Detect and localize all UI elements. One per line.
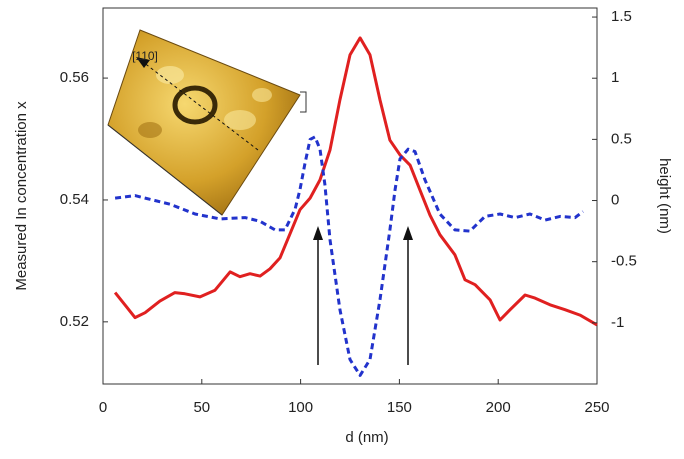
y2-tick-label: 0.5 [611, 130, 632, 147]
x-tick-label: 0 [99, 399, 107, 416]
y2-tick-label: 1.5 [611, 8, 632, 25]
x-tick-label: 200 [486, 399, 511, 416]
arrowhead [403, 226, 413, 240]
y-tick-label: 0.56 [60, 69, 89, 86]
page: d (nm) Measured In concentration x heigh… [0, 0, 684, 459]
x-axis-label: d (nm) [345, 429, 388, 446]
y2-tick-label: 1 [611, 69, 619, 86]
x-tick-label: 100 [288, 399, 313, 416]
arrowhead [313, 226, 323, 240]
y2-tick-label: -1 [611, 314, 624, 331]
y2-tick-label: -0.5 [611, 253, 637, 270]
arrows [313, 226, 413, 365]
y-tick-label: 0.52 [60, 313, 89, 330]
y-axis-label: Measured In concentration x [13, 101, 30, 291]
direction-label: [110] [132, 49, 158, 63]
y2-tick-label: 0 [611, 191, 619, 208]
chart: d (nm) Measured In concentration x heigh… [0, 0, 684, 454]
y2-axis-label: height (nm) [656, 158, 673, 234]
afm-blob [224, 110, 256, 130]
afm-blob [156, 66, 184, 84]
inset-scale [300, 92, 306, 112]
inset-image: [110] [108, 30, 306, 215]
x-tick-label: 250 [584, 399, 609, 416]
afm-blob [138, 122, 162, 138]
y-tick-label: 0.54 [60, 191, 89, 208]
x-tick-label: 50 [193, 399, 210, 416]
afm-blob [252, 88, 272, 102]
x-tick-label: 150 [387, 399, 412, 416]
